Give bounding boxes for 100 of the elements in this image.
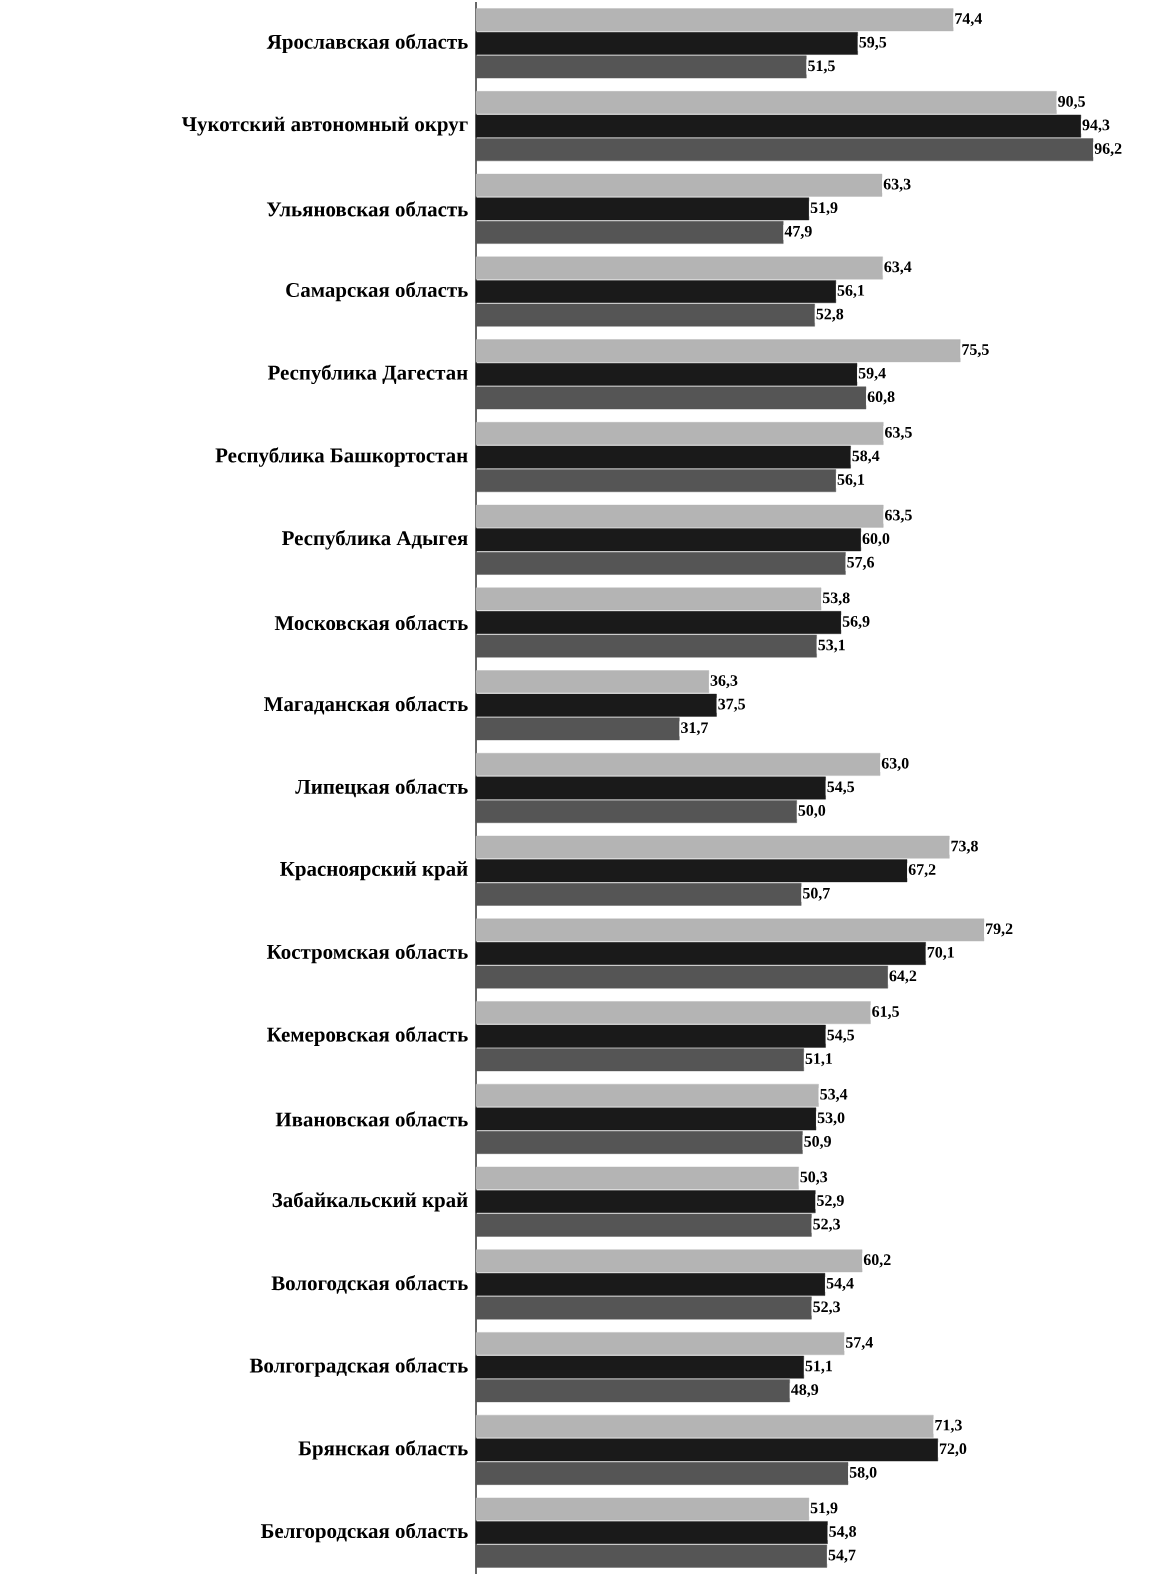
bar [475,1131,803,1154]
data-label: 51,5 [808,60,835,74]
bar [475,173,883,197]
data-label: 67,2 [908,864,936,878]
data-label: 64,2 [889,970,917,984]
bar [475,611,842,634]
bar [475,717,680,741]
bar [475,469,837,492]
data-label: 73,8 [951,840,978,854]
data-label: 52,9 [817,1195,844,1209]
data-label: 53,0 [817,1112,845,1126]
bar [475,138,1094,162]
data-label: 50,9 [804,1136,831,1150]
data-label: 54,7 [828,1549,856,1563]
bar [475,8,954,32]
y-tick-label: Ульяновская область [266,201,468,217]
data-label: 52,3 [813,1218,840,1232]
bar [475,918,985,942]
data-label: 74,4 [955,13,982,27]
data-label: 51,1 [805,1053,833,1067]
data-label: 60,2 [863,1254,891,1268]
data-label: 31,7 [681,722,709,736]
data-label: 63,5 [885,509,912,523]
bar [475,1332,845,1355]
data-label: 75,5 [962,344,989,358]
y-tick-label: Республика Адыгея [282,530,468,550]
bar [475,753,881,776]
data-label: 70,1 [927,946,954,961]
bar [475,1024,826,1048]
y-tick-label: Московская область [274,614,468,631]
data-label: 50,7 [803,887,830,901]
data-label: 60,0 [862,533,890,547]
y-tick-label: Красноярский край [280,861,468,881]
bar [475,504,884,528]
data-label: 51,9 [810,202,838,216]
data-label: 60,8 [867,391,895,405]
data-label: 94,3 [1082,119,1110,133]
bar [475,422,884,445]
bar [475,1273,826,1296]
y-tick-label: Чукотский автономный округ [181,116,468,136]
bar [475,55,807,79]
data-label: 71,3 [935,1419,962,1433]
data-label: 52,8 [816,308,844,322]
bar [475,1414,934,1438]
bar [475,1355,804,1379]
y-tick-label: Белгородская область [260,1522,468,1543]
bar [475,1166,799,1190]
bar [475,91,1057,114]
bar [475,1107,817,1131]
bar [475,670,710,694]
data-label: 47,9 [784,225,812,239]
bar [475,1438,938,1462]
y-tick-label: Волгоградская область [249,1357,468,1377]
bar [475,256,883,280]
bar [475,1084,819,1107]
data-label: 63,4 [884,261,912,275]
data-label: 61,5 [872,1006,899,1020]
data-label: 58,4 [852,450,880,464]
bar [475,114,1082,138]
bar [475,776,826,800]
bar [475,1379,790,1403]
bar [475,197,810,221]
data-label: 63,5 [885,426,912,440]
y-tick-label: Республика Дагестан [267,364,468,385]
y-tick-label: Брянская область [298,1440,468,1460]
bar [475,386,867,410]
bar [475,835,950,859]
data-label: 56,9 [842,616,870,630]
bar [475,859,908,883]
bar [475,221,784,244]
data-label: 59,4 [858,367,886,381]
y-tick-label: Вологодская область [271,1275,468,1294]
y-tick-label: Забайкальский край [272,1191,468,1212]
bar [475,303,815,327]
data-label: 54,5 [827,1029,855,1043]
data-label: 57,6 [847,556,875,570]
data-label: 63,0 [881,757,909,771]
data-label: 59,5 [859,36,887,50]
data-label: 79,2 [986,923,1013,937]
data-label: 51,1 [805,1360,833,1374]
y-tick-label: Ярославская область [266,33,468,54]
bar [475,882,802,906]
bar [475,280,837,303]
bar [475,1001,871,1024]
bar [475,445,851,469]
bar [475,1249,863,1273]
data-label: 90,5 [1058,96,1085,110]
y-tick-label: Липецкая область [295,778,468,798]
bar [475,965,888,989]
data-label: 72,0 [939,1443,967,1457]
data-label: 48,9 [791,1384,819,1398]
data-label: 36,3 [710,675,738,689]
bar [475,339,961,363]
data-label: 54,5 [827,781,855,795]
y-tick-label: Самарская область [286,281,468,302]
data-label: 37,5 [718,698,746,712]
data-label: 53,4 [820,1088,848,1102]
data-label: 54,8 [829,1526,857,1540]
bar [475,587,822,611]
data-label: 56,1 [837,474,865,488]
